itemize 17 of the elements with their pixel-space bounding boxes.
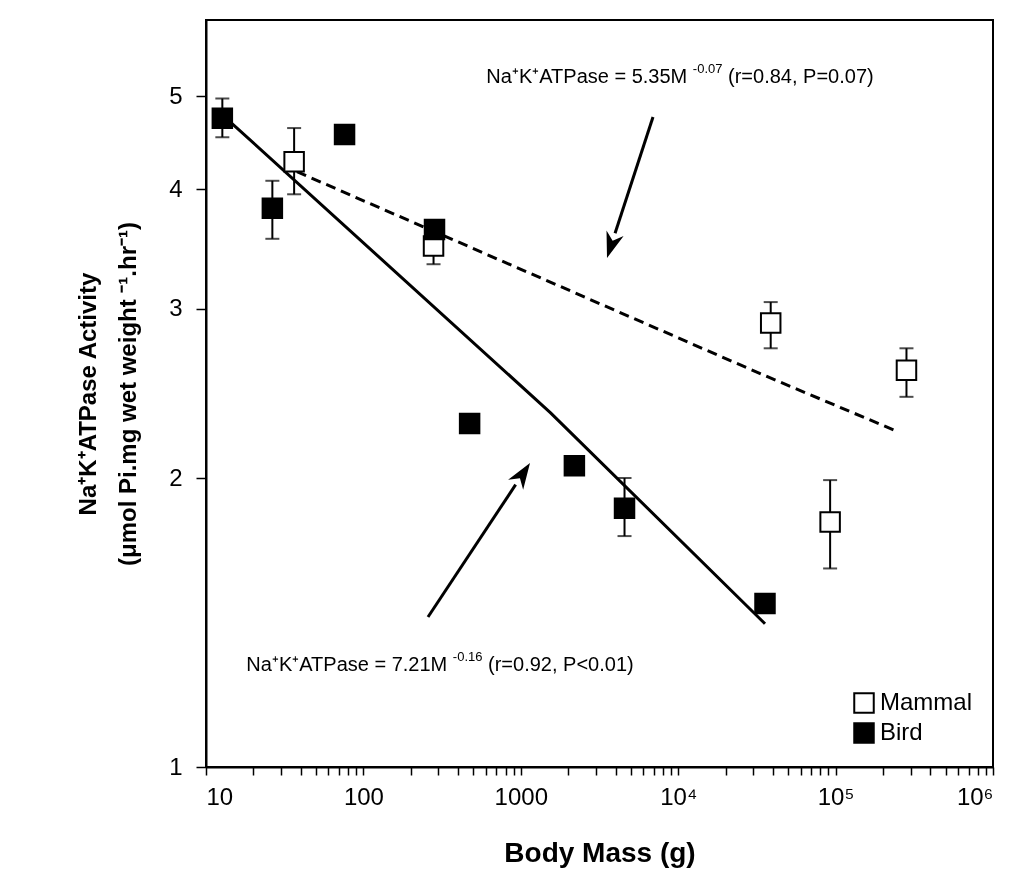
y-tick-label: 2 — [169, 463, 183, 491]
x-tick-label: 1000 — [494, 782, 548, 810]
y-axis-title: Na⁺K⁺ATPase Activity (μmol Pi.mg wet weight ⁻¹.hr⁻¹) — [74, 221, 142, 567]
annotation: Na⁺K⁺ATPase = 5.35M $^{-0.07}$ (r=0.84, P=0.07) — [486, 61, 874, 89]
x-tick-label: 10⁶ — [956, 782, 994, 810]
y-tick-label: 3 — [169, 294, 183, 322]
x-axis-title: Body Mass (g) — [504, 836, 696, 868]
legend-label: Mammal — [880, 688, 973, 715]
legend-label: Bird — [880, 718, 923, 745]
annotation: Na⁺K⁺ATPase = 7.21M $^{-0.16}$ (r=0.92, P<0.01) — [246, 649, 634, 677]
x-tick-label: 100 — [343, 782, 384, 810]
x-tick-label: 10⁵ — [817, 782, 855, 810]
x-tick-label: 10 — [206, 782, 234, 810]
y-tick-label: 4 — [169, 174, 183, 202]
y-tick-label: 5 — [169, 81, 183, 109]
x-tick-label: 10⁴ — [660, 782, 698, 810]
y-tick-label: 1 — [169, 752, 183, 780]
